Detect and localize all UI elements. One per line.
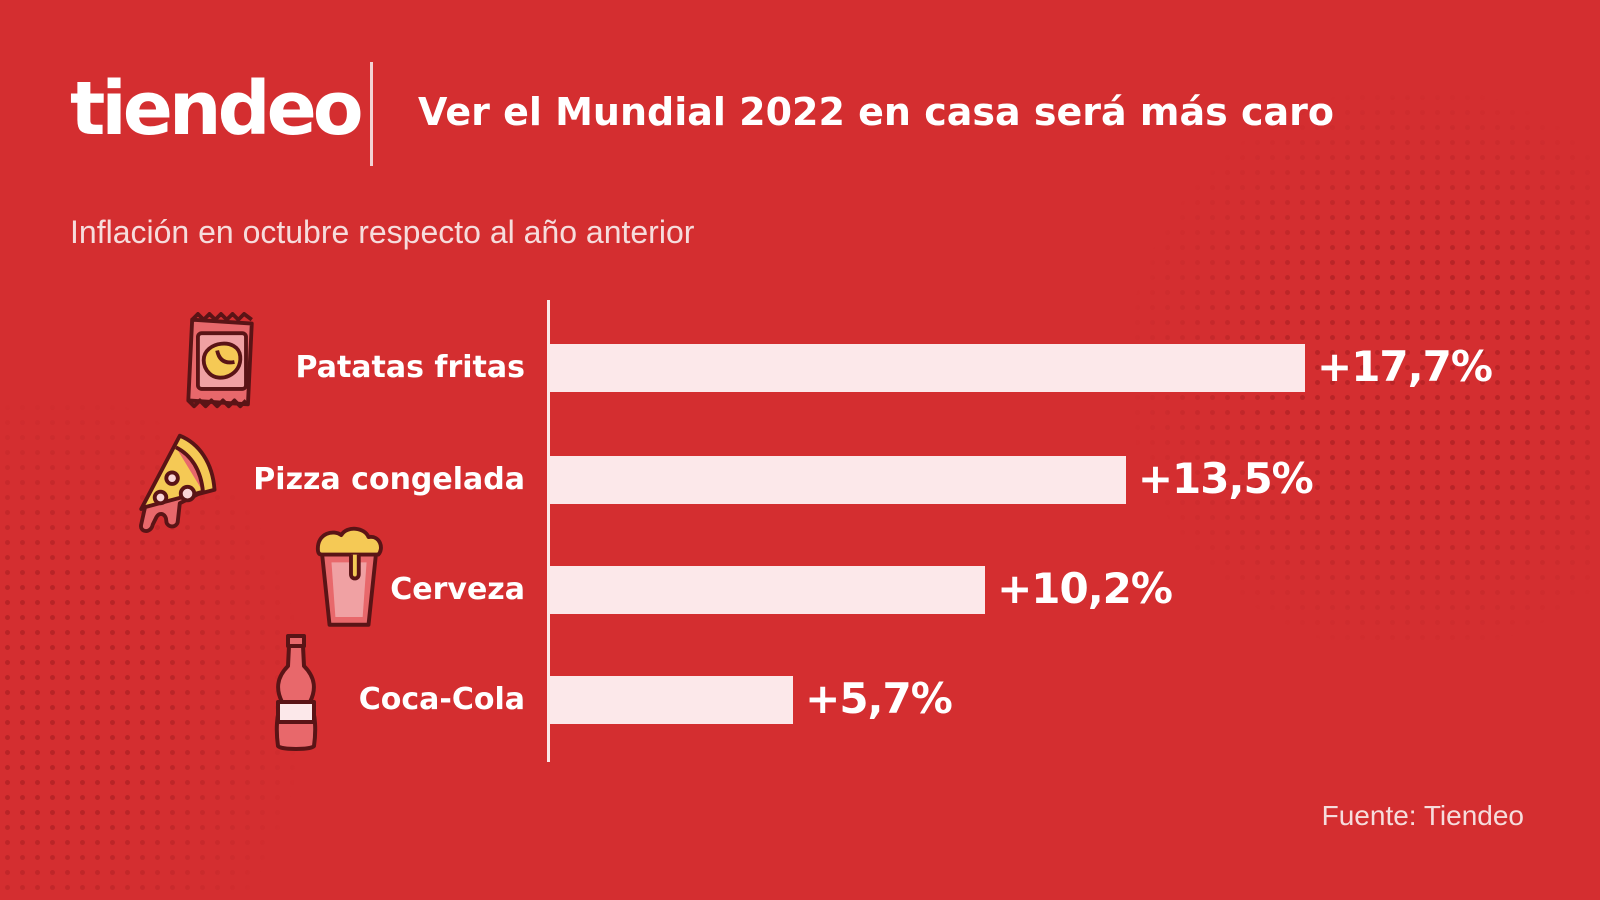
cola-bottle-icon	[274, 634, 318, 751]
beer-glass-icon	[315, 526, 383, 627]
value-label: +10,2%	[997, 564, 1173, 613]
chart-subtitle: Inflación en octubre respecto al año ant…	[70, 214, 695, 250]
chart-title: Ver el Mundial 2022 en casa será más car…	[418, 90, 1334, 134]
bar	[550, 456, 1126, 504]
pizza-slice-icon	[139, 433, 217, 533]
category-label: Patatas fritas	[295, 350, 525, 385]
brand-logo: tiendeo	[70, 66, 364, 152]
source-note: Fuente: Tiendeo	[1321, 800, 1524, 831]
chips-bag-icon	[186, 312, 254, 409]
value-label: +13,5%	[1137, 454, 1314, 503]
axis-line	[547, 300, 550, 762]
category-label: Coca-Cola	[358, 682, 525, 717]
bar	[550, 676, 794, 724]
bar	[550, 566, 986, 614]
category-label: Cerveza	[390, 572, 525, 607]
header-divider	[370, 62, 373, 166]
value-label: +17,7%	[1317, 342, 1493, 391]
value-label: +5,7%	[805, 674, 953, 723]
bar	[550, 344, 1305, 392]
category-label: Pizza congelada	[253, 462, 525, 497]
